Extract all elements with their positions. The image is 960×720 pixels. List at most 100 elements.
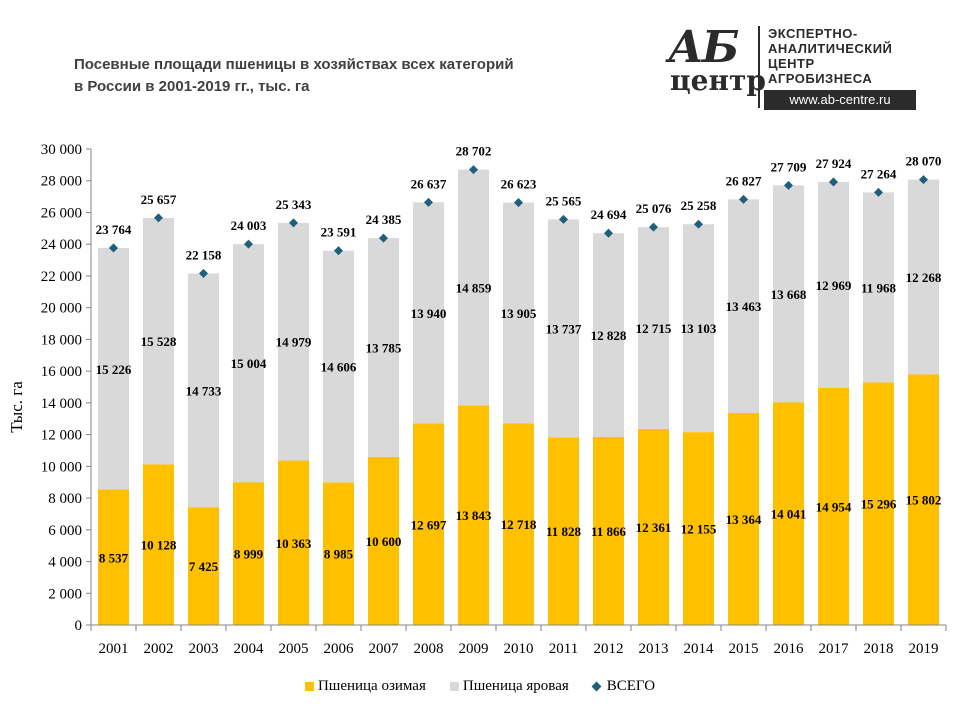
data-label-winter: 13 364 [726, 512, 762, 527]
bar-winter-2008 [413, 423, 444, 625]
bar-spring-2002 [143, 217, 174, 465]
data-label-winter: 8 537 [99, 550, 129, 565]
data-label-spring: 13 905 [501, 306, 537, 321]
legend-item-winter: Пшеница озимая [304, 677, 426, 695]
bar-winter-2002 [143, 464, 174, 625]
data-label-spring: 13 940 [411, 306, 447, 321]
legend-item-total: ВСЕГО [591, 677, 656, 695]
bar-winter-2005 [278, 460, 309, 625]
bar-winter-2014 [683, 432, 714, 625]
data-label-total: 25 343 [276, 197, 312, 212]
logo-centr-word: центр [670, 64, 766, 97]
data-label-spring: 14 606 [321, 360, 357, 375]
data-label-total: 23 764 [96, 222, 132, 237]
y-tick-label: 18 000 [41, 332, 82, 348]
data-label-winter: 11 866 [591, 524, 627, 539]
y-axis-title: Тыс. га [7, 381, 26, 433]
data-label-total: 28 070 [906, 154, 942, 169]
ab-centre-logo: АБ центр ЭКСПЕРТНО- АНАЛИТИЧЕСКИЙ ЦЕНТР … [668, 22, 928, 112]
y-tick-label: 0 [75, 618, 83, 634]
logo-text-line: ЦЕНТР [768, 56, 815, 71]
legend-item-spring: Пшеница яровая [449, 677, 569, 695]
total-marker-2002 [153, 213, 164, 223]
x-tick-label: 2016 [774, 641, 805, 657]
x-tick-label: 2005 [279, 641, 309, 657]
bar-winter-2001 [98, 489, 129, 625]
bar-winter-2012 [593, 436, 624, 625]
x-tick-label: 2002 [144, 641, 174, 657]
y-tick-label: 6 000 [48, 523, 82, 539]
y-tick-label: 28 000 [41, 174, 82, 190]
data-label-total: 24 694 [591, 207, 627, 222]
data-label-total: 27 924 [816, 156, 852, 171]
bar-winter-2011 [548, 437, 579, 625]
x-tick-label: 2009 [459, 641, 489, 657]
bar-winter-2007 [368, 456, 399, 625]
x-tick-label: 2003 [189, 641, 219, 657]
bar-winter-2010 [503, 423, 534, 625]
bar-spring-2007 [368, 238, 399, 457]
data-label-total: 25 258 [681, 198, 717, 213]
logo-mark: АБ центр [668, 22, 766, 112]
total-marker-2003 [198, 268, 209, 278]
data-label-spring: 14 859 [456, 280, 492, 295]
data-label-spring: 13 463 [726, 299, 762, 314]
bar-spring-2015 [728, 199, 759, 413]
data-label-total: 25 657 [141, 192, 177, 207]
data-label-total: 27 264 [861, 166, 897, 181]
bar-spring-2005 [278, 222, 309, 461]
data-label-total: 26 623 [501, 177, 537, 192]
legend-label-spring: Пшеница яровая [462, 677, 569, 694]
y-tick-label: 26 000 [41, 205, 82, 221]
bar-spring-2013 [638, 227, 669, 429]
data-label-total: 24 385 [366, 212, 402, 227]
bar-winter-2013 [638, 428, 669, 625]
data-label-total: 27 709 [771, 159, 807, 174]
data-label-winter: 15 296 [861, 497, 897, 512]
x-tick-label: 2019 [909, 641, 939, 657]
legend-label-winter: Пшеница озимая [317, 677, 426, 694]
data-label-winter: 13 843 [456, 508, 492, 523]
data-label-spring: 13 737 [546, 321, 582, 336]
bar-spring-2014 [683, 224, 714, 433]
data-label-winter: 12 155 [681, 522, 717, 537]
bar-spring-2009 [458, 169, 489, 406]
bar-spring-2001 [98, 247, 129, 490]
bar-spring-2003 [188, 273, 219, 508]
data-label-winter: 14 041 [771, 507, 807, 522]
logo-ab-letters: АБ [668, 22, 739, 73]
data-label-total: 25 565 [546, 193, 582, 208]
bar-winter-2017 [818, 387, 849, 625]
data-label-spring: 15 528 [141, 334, 177, 349]
data-label-total: 22 158 [186, 247, 222, 262]
x-tick-label: 2013 [639, 641, 669, 657]
data-label-spring: 12 715 [636, 321, 672, 336]
x-tick-label: 2011 [549, 641, 578, 657]
data-label-winter: 11 828 [546, 524, 582, 539]
data-label-spring: 13 668 [771, 287, 807, 302]
y-tick-label: 14 000 [41, 396, 82, 412]
bar-winter-2006 [323, 482, 354, 625]
bar-spring-2006 [323, 250, 354, 483]
bar-winter-2004 [233, 482, 264, 625]
bar-winter-2016 [773, 402, 804, 625]
legend-swatch-spring [449, 681, 459, 691]
y-tick-label: 10 000 [41, 459, 82, 475]
x-tick-label: 2012 [594, 641, 624, 657]
data-label-winter: 7 425 [189, 559, 219, 574]
legend-label-total: ВСЕГО [606, 677, 656, 694]
data-label-spring: 14 733 [186, 383, 222, 398]
data-label-winter: 10 128 [141, 538, 177, 553]
bar-spring-2019 [908, 179, 939, 375]
chart-title-line1: Посевные площади пшеницы в хозяйствах вс… [74, 56, 514, 73]
data-label-winter: 14 954 [816, 499, 852, 514]
data-label-spring: 12 268 [906, 270, 942, 285]
data-label-winter: 12 361 [636, 520, 672, 535]
y-tick-label: 8 000 [48, 491, 82, 507]
bar-winter-2009 [458, 405, 489, 625]
bar-spring-2017 [818, 181, 849, 388]
logo-divider [758, 26, 760, 108]
bar-spring-2004 [233, 244, 264, 483]
data-label-total: 25 076 [636, 201, 672, 216]
data-label-winter: 10 363 [276, 536, 312, 551]
